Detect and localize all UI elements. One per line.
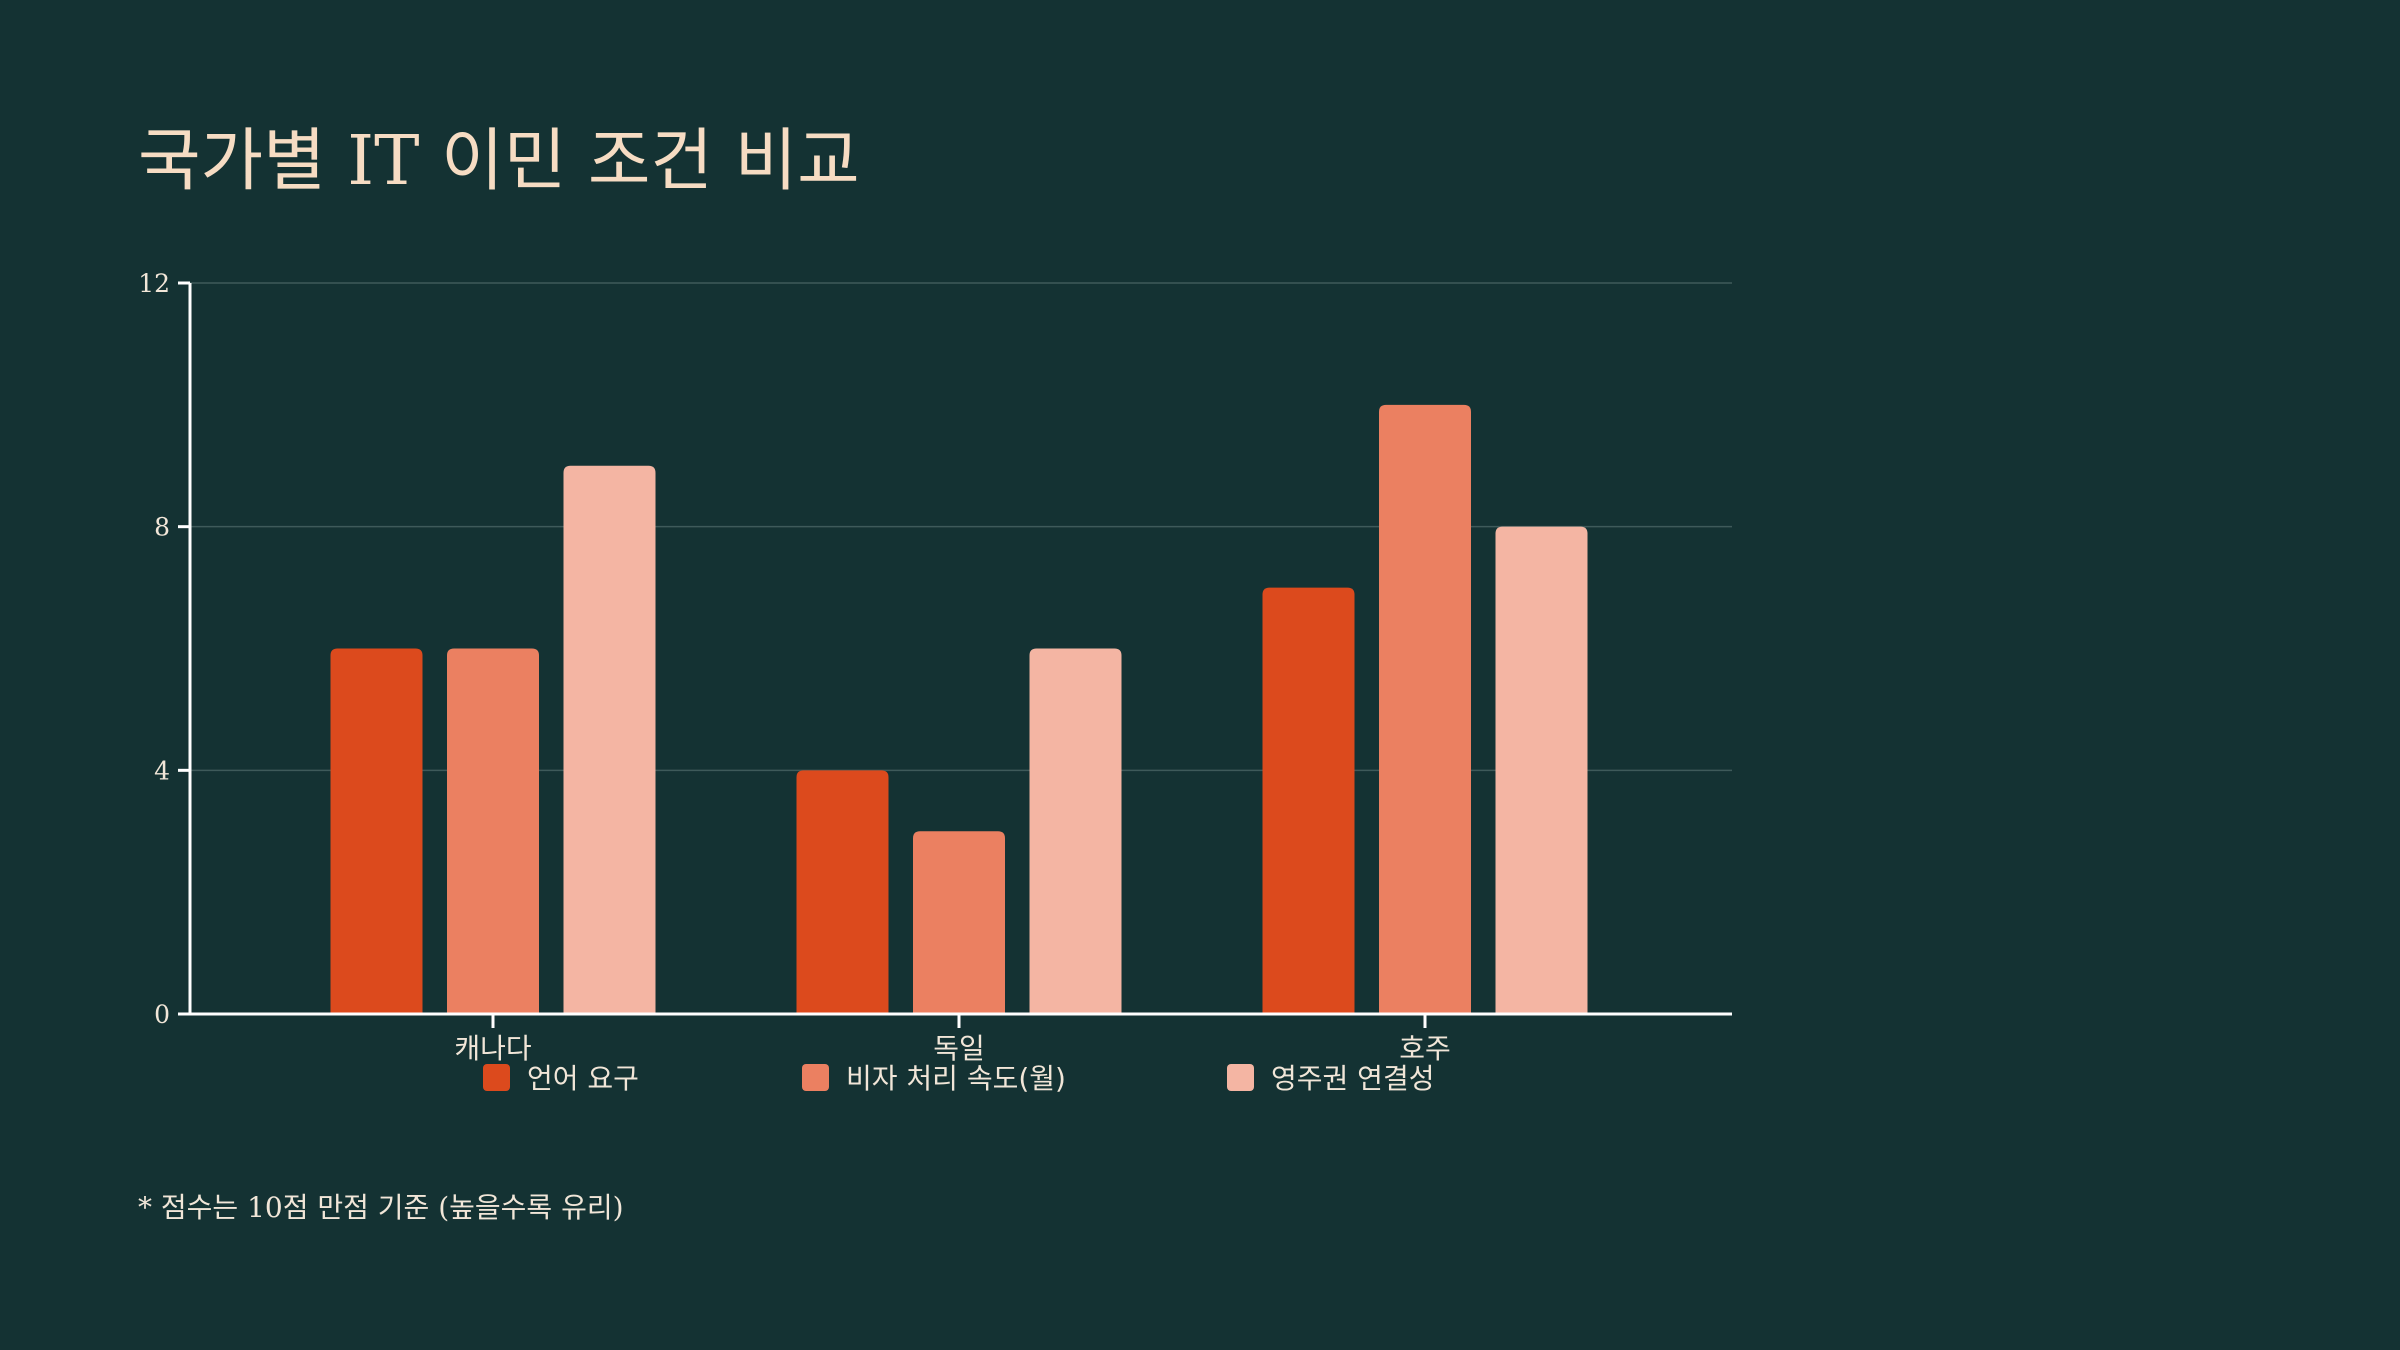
bar bbox=[1262, 587, 1355, 1014]
y-tick-label: 12 bbox=[138, 269, 170, 298]
axes bbox=[178, 281, 1732, 1028]
y-tick-label: 0 bbox=[154, 1000, 170, 1029]
x-tick-label: 호주 bbox=[1399, 1032, 1451, 1065]
y-tick-label: 4 bbox=[154, 756, 170, 785]
bar bbox=[1495, 526, 1588, 1014]
legend-swatch bbox=[802, 1064, 829, 1091]
bar bbox=[796, 770, 889, 1014]
bar bbox=[330, 648, 423, 1014]
legend-label: 영주권 연결성 bbox=[1271, 1062, 1434, 1095]
legend-swatch bbox=[483, 1064, 510, 1091]
bar bbox=[913, 831, 1005, 1014]
bar bbox=[1379, 404, 1471, 1014]
bar bbox=[1029, 648, 1122, 1014]
chart-title: 국가별 IT 이민 조건 비교 bbox=[138, 122, 860, 201]
footnote: * 점수는 10점 만점 기준 (높을수록 유리) bbox=[138, 1191, 624, 1224]
tick-labels: 0 4 8 12 캐나다 독일 호주 bbox=[138, 269, 1451, 1065]
legend-swatch bbox=[1227, 1064, 1254, 1091]
x-tick-label: 캐나다 bbox=[454, 1032, 531, 1065]
legend-label: 비자 처리 속도(월) bbox=[846, 1062, 1066, 1095]
bar bbox=[447, 648, 539, 1014]
y-tick-label: 8 bbox=[154, 513, 170, 542]
x-tick-label: 독일 bbox=[933, 1032, 985, 1065]
legend-label: 언어 요구 bbox=[527, 1062, 639, 1095]
bar bbox=[563, 465, 656, 1014]
legend: 언어 요구 비자 처리 속도(월) 영주권 연결성 bbox=[483, 1062, 1434, 1095]
bars bbox=[330, 404, 1588, 1014]
